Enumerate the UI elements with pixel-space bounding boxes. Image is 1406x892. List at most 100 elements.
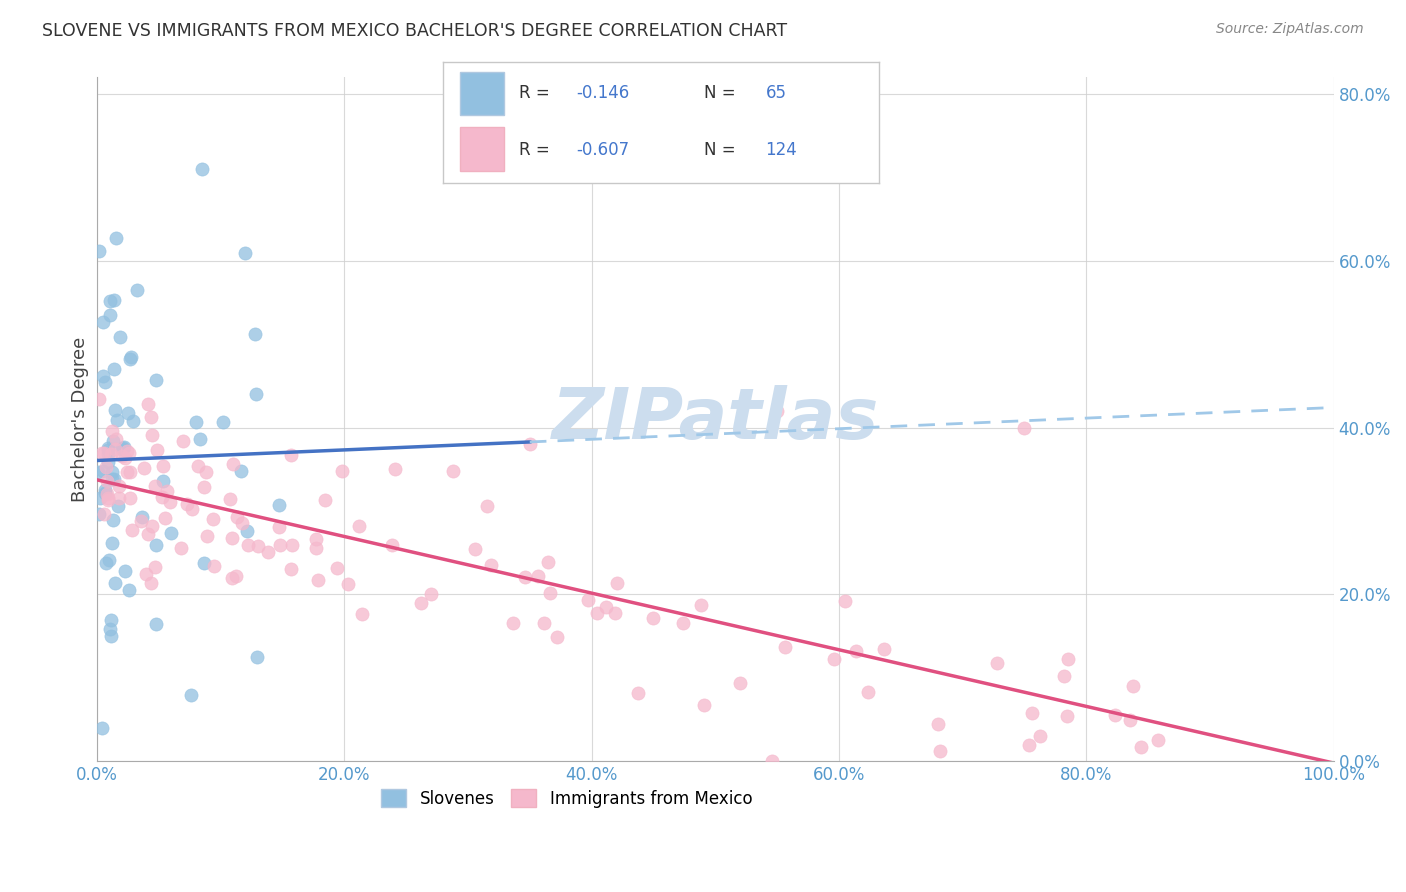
Point bbox=[93, 464, 115, 478]
Point bbox=[231, 516, 253, 530]
Point bbox=[94, 485, 117, 500]
FancyBboxPatch shape bbox=[460, 72, 503, 115]
Point bbox=[96, 556, 118, 570]
Y-axis label: Bachelor's Degree: Bachelor's Degree bbox=[72, 336, 89, 502]
Point bbox=[155, 483, 177, 498]
Point bbox=[538, 586, 561, 600]
Point bbox=[94, 460, 117, 475]
Text: -0.146: -0.146 bbox=[576, 84, 628, 103]
Point bbox=[115, 465, 138, 479]
Point bbox=[143, 560, 166, 574]
Point bbox=[98, 308, 121, 322]
Point bbox=[105, 231, 128, 245]
Point bbox=[834, 594, 856, 608]
Point bbox=[100, 446, 122, 460]
Point bbox=[101, 472, 124, 486]
Point bbox=[153, 510, 176, 524]
Point bbox=[122, 414, 145, 428]
Point bbox=[305, 532, 328, 546]
Point bbox=[112, 442, 135, 456]
Point bbox=[475, 500, 498, 514]
Point bbox=[170, 541, 193, 556]
Point bbox=[180, 688, 202, 702]
Point bbox=[97, 442, 120, 456]
Text: 65: 65 bbox=[765, 84, 786, 103]
Point bbox=[96, 474, 118, 488]
Point bbox=[97, 442, 120, 457]
Point bbox=[441, 464, 464, 478]
Point bbox=[143, 479, 166, 493]
Point bbox=[211, 415, 233, 429]
Point bbox=[96, 487, 118, 501]
Point bbox=[1146, 733, 1168, 747]
Point bbox=[89, 392, 111, 407]
Point bbox=[103, 361, 125, 376]
Text: N =: N = bbox=[704, 84, 741, 103]
Point bbox=[108, 330, 131, 344]
Point bbox=[929, 744, 952, 758]
Point bbox=[187, 459, 209, 474]
Point bbox=[108, 479, 131, 493]
Point bbox=[87, 465, 110, 479]
Point bbox=[202, 559, 225, 574]
Point bbox=[120, 350, 142, 364]
Point bbox=[641, 611, 664, 625]
Point bbox=[176, 497, 198, 511]
Point bbox=[605, 607, 627, 621]
Point bbox=[139, 410, 162, 425]
Point bbox=[195, 529, 218, 543]
Point bbox=[873, 642, 896, 657]
Point bbox=[257, 545, 280, 559]
Point bbox=[1122, 680, 1144, 694]
Point bbox=[243, 326, 266, 341]
Point bbox=[823, 652, 845, 666]
Point bbox=[269, 538, 291, 552]
Point bbox=[225, 568, 247, 582]
Point bbox=[105, 433, 128, 447]
Point bbox=[100, 614, 122, 628]
Point bbox=[97, 491, 120, 505]
Point bbox=[281, 538, 304, 552]
Point bbox=[121, 523, 143, 537]
Point bbox=[267, 520, 290, 534]
Point bbox=[150, 490, 173, 504]
Point bbox=[135, 567, 157, 582]
Point bbox=[773, 640, 796, 654]
Point bbox=[101, 536, 124, 550]
Point bbox=[145, 442, 167, 457]
Point bbox=[236, 538, 259, 552]
Point bbox=[606, 575, 628, 590]
Text: -0.607: -0.607 bbox=[576, 141, 628, 159]
Point bbox=[112, 440, 135, 454]
Point bbox=[464, 541, 486, 556]
Point bbox=[1056, 708, 1078, 723]
Point bbox=[152, 458, 174, 473]
Point bbox=[381, 538, 404, 552]
Point bbox=[160, 526, 183, 541]
Point bbox=[104, 575, 127, 590]
Point bbox=[231, 464, 253, 478]
Point bbox=[247, 539, 270, 553]
Point bbox=[986, 656, 1008, 670]
Point bbox=[280, 562, 302, 576]
Point bbox=[350, 607, 373, 622]
Text: Source: ZipAtlas.com: Source: ZipAtlas.com bbox=[1216, 22, 1364, 37]
Point bbox=[690, 598, 713, 612]
Point bbox=[120, 352, 142, 367]
Point bbox=[190, 432, 212, 446]
Text: 124: 124 bbox=[765, 141, 797, 159]
Point bbox=[527, 569, 550, 583]
Point bbox=[193, 480, 215, 494]
Point bbox=[132, 460, 155, 475]
Point bbox=[1018, 738, 1040, 752]
Point bbox=[1014, 420, 1036, 434]
Point bbox=[627, 686, 650, 700]
Point bbox=[546, 630, 568, 644]
Point bbox=[927, 717, 949, 731]
Point bbox=[152, 474, 174, 488]
Point bbox=[114, 564, 136, 578]
Point bbox=[728, 676, 751, 690]
Point bbox=[1053, 669, 1076, 683]
Point bbox=[180, 502, 202, 516]
Point bbox=[101, 465, 124, 479]
